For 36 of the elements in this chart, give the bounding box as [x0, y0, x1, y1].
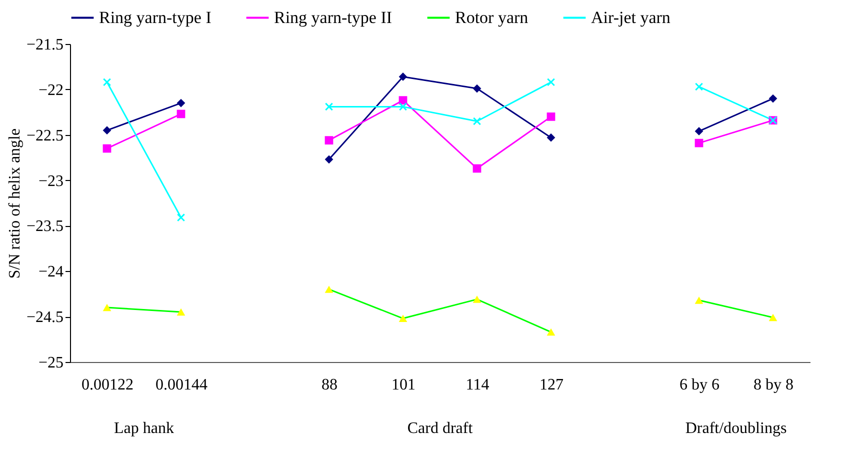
x-tick-label: 8 by 8	[754, 376, 794, 394]
point	[102, 78, 112, 86]
y-tick-label: −25	[38, 354, 64, 372]
point	[398, 72, 408, 81]
y-tick-label: −23.5	[26, 218, 64, 236]
x-tick-label: 0.00144	[156, 376, 208, 394]
x-tick-label: 88	[322, 376, 338, 394]
point	[324, 136, 334, 144]
x-tick-label: 127	[540, 376, 564, 394]
y-axis-title: S/N ratio of helix angle	[6, 128, 24, 279]
legend-label: Ring yarn-type II	[274, 8, 392, 27]
text: Card draft	[407, 420, 474, 437]
point	[324, 155, 334, 164]
y-tick-label: −21.5	[26, 36, 64, 54]
y-tick-label: −24	[38, 264, 64, 281]
y-tick-label: −22.5	[26, 127, 64, 144]
point	[472, 164, 482, 173]
x-tick-label: 101	[392, 376, 416, 394]
text: Lap hank	[114, 420, 174, 437]
legend-label: Rotor yarn	[455, 8, 529, 27]
y-tick-label: −23	[38, 172, 64, 190]
point	[176, 98, 186, 108]
x-tick-label: 114	[466, 376, 490, 394]
y-tick-label: −24.5	[26, 309, 64, 326]
x-tick-label: 0.00122	[82, 376, 134, 394]
point	[546, 328, 556, 336]
y-tick-label: −22	[38, 82, 64, 99]
point	[324, 286, 334, 293]
point	[398, 314, 408, 322]
point	[472, 296, 482, 303]
point	[546, 133, 556, 142]
point	[176, 213, 186, 222]
legend-label: Air-jet yarn	[591, 8, 671, 27]
legend-label: Ring yarn-type I	[99, 8, 212, 27]
text: Draft/doublings	[685, 420, 787, 437]
x-tick-label: 6 by 6	[680, 376, 720, 394]
